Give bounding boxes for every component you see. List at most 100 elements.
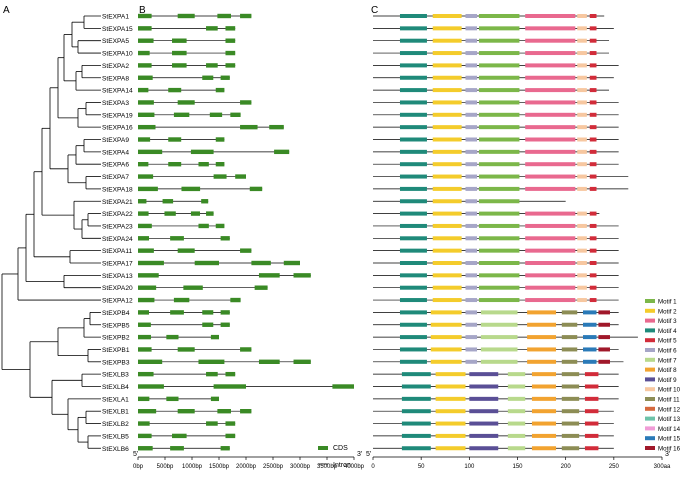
motif-block xyxy=(525,223,576,228)
gene-label: StEXPA20 xyxy=(102,285,133,292)
b-tick-label: 1000bp xyxy=(182,464,203,470)
motif-block xyxy=(465,359,478,364)
motif-block xyxy=(432,199,462,204)
motif-block xyxy=(465,149,478,154)
exon-block xyxy=(170,310,184,315)
motif-block xyxy=(432,248,462,253)
motif-block xyxy=(577,112,587,117)
motif-block xyxy=(507,433,526,438)
motif-block xyxy=(583,310,597,315)
motif-legend-swatch xyxy=(645,338,655,343)
gene-label: StEXPA21 xyxy=(102,199,133,206)
motif-block xyxy=(589,298,597,303)
b-tick-label: 3500bp xyxy=(317,464,338,470)
motif-block xyxy=(507,372,526,377)
exon-block xyxy=(215,137,225,142)
motif-block xyxy=(577,162,587,167)
exon-block xyxy=(283,260,300,266)
motif-block xyxy=(507,446,526,451)
motif-block xyxy=(430,347,462,352)
motif-block xyxy=(577,248,587,253)
motif-block xyxy=(432,125,462,130)
exon-block xyxy=(138,87,149,93)
motif-block xyxy=(561,335,578,340)
motif-block xyxy=(432,273,462,278)
motif-block xyxy=(399,359,427,364)
motif-block xyxy=(577,285,587,290)
motif-block xyxy=(561,384,580,389)
exon-block xyxy=(220,322,230,327)
motif-block xyxy=(465,285,478,290)
exon-block xyxy=(240,124,258,130)
exon-block xyxy=(138,236,150,241)
exon-block xyxy=(138,223,152,229)
c-tick-label: 250 xyxy=(609,464,620,470)
motif-block xyxy=(577,75,587,80)
motif-block xyxy=(583,335,597,340)
motif-block xyxy=(589,162,597,167)
motif-block xyxy=(399,125,427,130)
exon-block xyxy=(138,322,151,327)
gene-label: StEXPA11 xyxy=(102,248,133,255)
motif-block xyxy=(525,51,576,56)
motif-legend-swatch xyxy=(645,426,655,431)
exon-block xyxy=(177,248,195,253)
b-tick-label: 1500bp xyxy=(209,464,230,470)
motif-block xyxy=(589,75,597,80)
motif-legend-label: Motif 9 xyxy=(658,377,677,384)
gene-label: StEXPA19 xyxy=(102,112,133,119)
c-axis-ticks: 0 50 100 150 200 250 300aa xyxy=(371,457,671,470)
c-tick-label: 50 xyxy=(418,464,425,470)
motif-block xyxy=(577,51,587,56)
motif-block xyxy=(531,433,557,438)
exon-block xyxy=(138,137,151,142)
motif-block xyxy=(577,125,587,130)
motif-block xyxy=(584,433,599,438)
motif-block xyxy=(598,359,610,364)
exon-block xyxy=(225,38,236,43)
motif-block xyxy=(401,396,431,401)
exon-block xyxy=(138,199,147,204)
motif-block xyxy=(561,421,580,426)
exon-block xyxy=(210,396,219,402)
motif-block xyxy=(465,112,478,117)
motif-block xyxy=(469,396,499,401)
motif-block xyxy=(478,75,520,80)
motif-block xyxy=(478,14,520,18)
motif-block xyxy=(399,310,427,315)
motif-block xyxy=(525,75,576,80)
motif-block xyxy=(435,409,466,414)
motif-legend-swatch xyxy=(645,387,655,392)
gene-label: StEXLB3 xyxy=(102,372,129,379)
exon-block xyxy=(190,149,214,155)
c-tick-label: 100 xyxy=(464,464,475,470)
motif-block xyxy=(399,186,427,191)
exon-block xyxy=(194,260,219,266)
exon-block xyxy=(258,359,280,364)
exon-block xyxy=(332,384,354,389)
motif-block xyxy=(577,38,587,43)
b-tick-label: 2500bp xyxy=(263,464,284,470)
panel-label-a: A xyxy=(3,5,10,16)
cds-legend-swatch xyxy=(318,446,328,450)
motif-block xyxy=(399,248,427,253)
motif-block xyxy=(435,384,466,389)
motif-block xyxy=(469,433,499,438)
motif-block xyxy=(435,421,466,426)
motif-block xyxy=(577,100,587,105)
motif-block xyxy=(432,63,462,68)
exon-block xyxy=(240,100,252,105)
exon-block xyxy=(206,26,218,31)
gene-label: StEXLB6 xyxy=(102,446,129,453)
exon-block xyxy=(177,347,195,352)
motif-block xyxy=(561,347,578,352)
motif-block xyxy=(598,335,610,340)
motif-block xyxy=(577,63,587,68)
gene-label: StEXPA9 xyxy=(102,137,129,144)
exon-block xyxy=(138,248,154,253)
exon-block xyxy=(170,446,184,451)
motif-block xyxy=(577,149,587,154)
motif-block xyxy=(432,14,462,18)
motif-block xyxy=(478,248,520,253)
c-tick-label: 150 xyxy=(512,464,523,470)
